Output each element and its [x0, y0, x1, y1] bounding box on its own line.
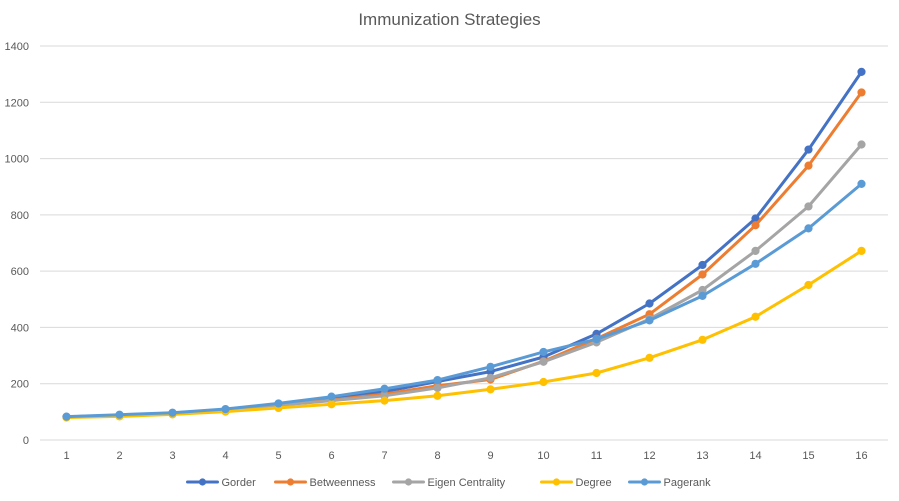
data-point [857, 246, 866, 255]
legend-swatch-marker [286, 478, 295, 486]
data-point [698, 270, 707, 279]
y-tick-label: 200 [11, 379, 29, 391]
x-tick-label: 16 [855, 450, 867, 462]
data-point [698, 291, 707, 301]
x-tick-label: 5 [275, 450, 281, 462]
data-point [751, 259, 760, 268]
data-point [592, 335, 601, 344]
data-point [698, 335, 707, 344]
legend-item: Betweenness [274, 477, 377, 489]
data-point [539, 377, 548, 387]
data-point [433, 375, 442, 385]
series-line [65, 249, 863, 419]
data-point [327, 400, 336, 409]
data-point [274, 399, 283, 408]
x-tick-label: 3 [169, 450, 175, 462]
data-point [804, 202, 813, 211]
data-point [804, 145, 813, 154]
y-axis-tick-labels: 0 200 400 600 800 1000 1200 1400 [5, 41, 29, 447]
series-pagerank [62, 179, 866, 421]
y-tick-label: 0 [23, 435, 29, 447]
x-tick-label: 13 [696, 450, 708, 462]
series-line [65, 90, 863, 419]
y-tick-label: 400 [11, 322, 29, 334]
data-point [486, 362, 495, 371]
data-point [115, 410, 124, 419]
data-point [645, 316, 654, 325]
series-gorder [62, 67, 866, 422]
series-group [62, 67, 866, 422]
data-point [857, 179, 866, 188]
legend-swatch-marker [552, 478, 561, 486]
y-tick-label: 1400 [5, 41, 29, 53]
x-tick-label: 10 [537, 450, 549, 462]
x-tick-label: 1 [63, 450, 69, 462]
data-point [380, 384, 389, 393]
legend-label: Eigen Centrality [428, 477, 506, 489]
data-point [645, 299, 654, 308]
x-tick-label: 11 [591, 450, 602, 462]
series-line [65, 182, 863, 419]
data-point [539, 347, 548, 357]
legend-label: Gorder [222, 477, 257, 489]
data-point [751, 246, 760, 255]
y-tick-label: 800 [11, 210, 29, 222]
legend-item: Pagerank [628, 477, 712, 489]
data-point [62, 412, 71, 421]
data-point [698, 260, 707, 270]
legend-swatch-marker [198, 478, 207, 486]
data-point [751, 221, 760, 230]
y-tick-label: 1200 [5, 97, 29, 109]
y-tick-label: 1000 [5, 154, 29, 166]
x-tick-label: 8 [434, 450, 440, 462]
legend-label: Pagerank [664, 477, 712, 489]
gridlines [40, 45, 888, 441]
legend-label: Betweenness [310, 477, 377, 489]
data-point [168, 408, 177, 417]
x-tick-label: 2 [116, 450, 122, 462]
data-point [380, 396, 389, 405]
x-tick-label: 6 [328, 450, 334, 462]
data-point [751, 312, 760, 321]
x-tick-label: 7 [381, 450, 387, 462]
data-point [804, 224, 813, 233]
data-point [857, 140, 866, 149]
x-axis-tick-labels: 1 2 3 4 5 6 7 8 9 10 11 12 13 14 15 16 [63, 450, 867, 462]
data-point [221, 404, 230, 414]
data-point [433, 383, 442, 393]
data-point [486, 385, 495, 394]
legend-swatch-marker [640, 478, 649, 486]
legend-item: Eigen Centrality [392, 477, 506, 489]
series-degree [62, 246, 866, 422]
x-tick-label: 15 [802, 450, 814, 462]
data-point [327, 392, 336, 401]
data-point [645, 353, 654, 362]
x-tick-label: 9 [487, 450, 493, 462]
x-tick-label: 4 [222, 450, 228, 462]
data-point [857, 67, 866, 76]
series-betweenness [62, 88, 866, 422]
series-line [65, 70, 863, 419]
legend-swatch-marker [404, 478, 413, 486]
series-eigen-centrality [62, 140, 866, 422]
x-tick-label: 12 [643, 450, 655, 462]
data-point [592, 368, 601, 378]
data-point [804, 280, 813, 290]
legend-item: Degree [540, 477, 612, 489]
legend-label: Degree [576, 477, 612, 489]
y-tick-label: 600 [11, 266, 29, 278]
data-point [486, 373, 495, 382]
data-point [539, 357, 548, 366]
legend: Gorder Betweenness Eigen Centrality Degree P… [186, 477, 712, 489]
chart-title: Immunization Strategies [358, 10, 540, 29]
data-point [857, 88, 866, 97]
data-point [804, 161, 813, 170]
x-tick-label: 14 [749, 450, 761, 462]
data-point [433, 391, 442, 400]
legend-item: Gorder [186, 477, 257, 489]
